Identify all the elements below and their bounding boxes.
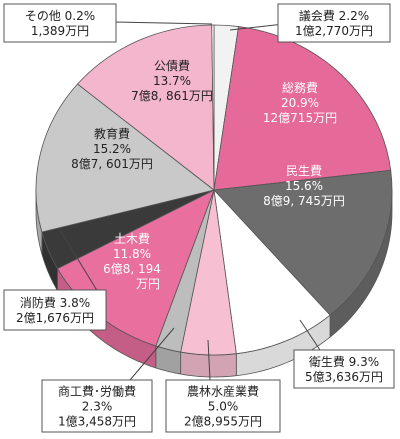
label-box-5 [41,379,153,433]
pie-slice-3 [213,188,331,355]
pie-top-layer [35,24,393,356]
label-9: 公債費 13.7% 7億8, 861万円 [131,58,213,103]
pie-slice-10 [211,24,215,191]
leader-line-4 [207,339,211,381]
label-box-3 [293,349,395,389]
label-0: 議会費 2.2% 1億2,770万円 [295,8,373,38]
label-5: 商工費･労働費 2.3% 1億3,458万円 [58,384,136,429]
label-box-7 [3,289,107,331]
leader-line-3 [299,319,321,351]
leader-line-0 [229,23,285,31]
label-box-4 [165,379,281,433]
label-1: 総務費 20.9% 12億715万円 [263,80,337,125]
pie-slice-8 [35,83,215,233]
label-10: その他 0.2% 1,389万円 [25,9,95,38]
label-3: 衛生費 9.3% 5億3,636万円 [305,354,383,384]
leader-line-10 [113,21,213,25]
label-4: 農林水産業費 5.0% 2億8,955万円 [184,384,262,429]
label-6: 土木費 11.8% 6億8, 194 万円 [103,231,161,291]
label-box-10 [3,3,117,43]
label-box-0 [277,3,391,43]
pie-slice-2 [213,169,393,316]
leader-line-5 [129,327,175,381]
label-2: 民生費 15.6% 8億9, 745万円 [263,163,345,208]
label-8: 教育費 15.2% 8億7, 601万円 [71,126,153,171]
label-7: 消防費 3.8% 2億1,676万円 [16,295,94,325]
pie-slice-9 [76,24,215,191]
pie-slice-1 [213,26,392,191]
